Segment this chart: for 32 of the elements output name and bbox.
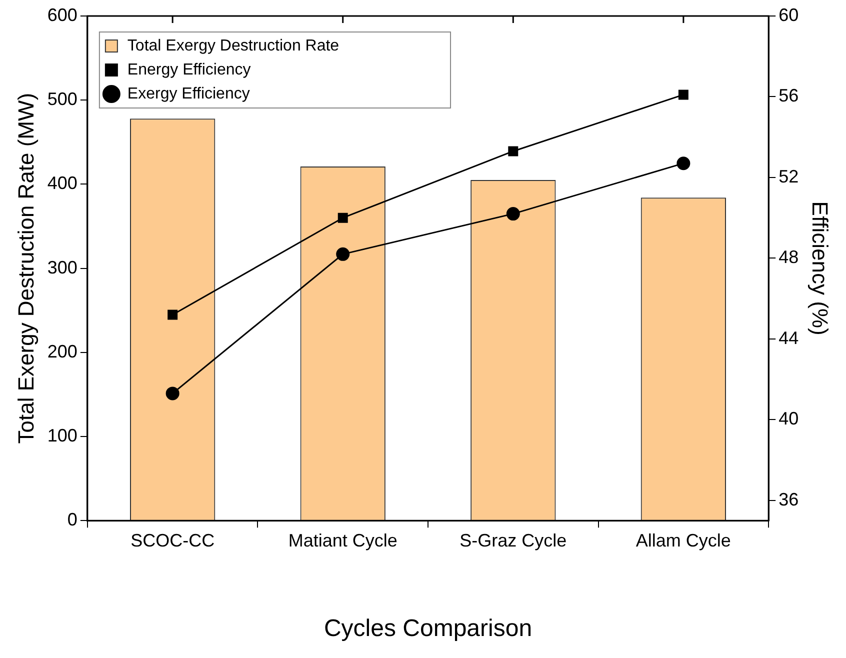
point [336,247,350,261]
point [676,156,690,170]
y2-tick-label: 36 [778,489,799,510]
y2-tick-label: 60 [778,4,799,25]
y2-tick-label: 56 [778,86,799,106]
y-tick-label: 400 [47,173,78,194]
x-axis-title: Cycles Comparison [324,615,532,642]
x-tick-label: SCOC-CC [130,530,215,550]
y-axis-title: Total Exergy Destruction Rate (MW) [13,92,38,444]
point [678,90,688,100]
y-tick-label: 300 [47,257,78,278]
y-tick-label: 200 [47,341,78,362]
point [168,310,178,320]
legend-label: Energy Efficiency [127,61,251,78]
legend-label: Exergy Efficiency [127,85,250,102]
point [506,207,520,221]
point [338,212,348,223]
point [166,386,180,400]
x-tick-label: Allam Cycle [636,530,731,550]
y-tick-label: 600 [47,4,78,25]
y-tick-label: 0 [67,510,78,530]
y2-axis-title: Efficiency (%) [808,201,833,336]
x-tick-label: Matiant Cycle [288,530,398,550]
y2-tick-label: 48 [778,247,799,268]
y-tick-label: 100 [47,425,78,446]
y2-tick-label: 40 [778,408,799,429]
legend-label: Total Exergy Destruction Rate [127,37,340,54]
y-tick-label: 500 [47,89,78,110]
y2-tick-label: 52 [778,166,799,186]
x-tick-label: S-Graz Cycle [460,530,567,550]
point [508,146,518,156]
y2-tick-label: 44 [778,328,799,348]
